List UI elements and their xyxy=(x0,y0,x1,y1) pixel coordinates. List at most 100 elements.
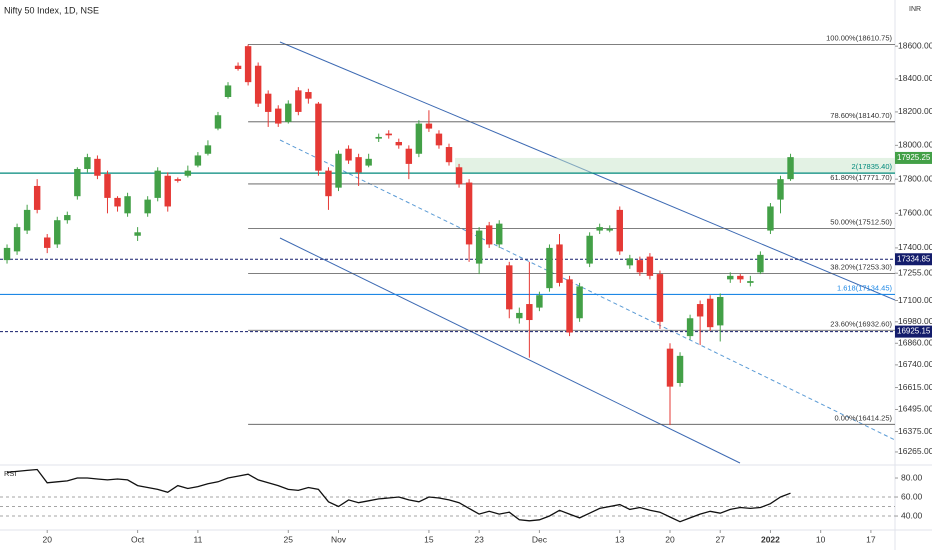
candle-body xyxy=(264,93,272,112)
candle-body xyxy=(706,298,714,328)
candle-body xyxy=(3,247,11,261)
candle-body xyxy=(717,296,724,326)
candle-body xyxy=(84,157,91,169)
x-tick-label: Nov xyxy=(331,534,347,544)
x-tick-label: Dec xyxy=(532,534,548,544)
candle-body xyxy=(516,312,523,319)
candle-body xyxy=(315,103,322,171)
x-tick-label: Oct xyxy=(131,534,145,544)
candle-body xyxy=(295,90,302,112)
candle-body xyxy=(747,281,754,283)
candle-body xyxy=(727,275,734,280)
candle-body xyxy=(134,232,141,236)
x-tick-label: 15 xyxy=(424,534,434,544)
candle-body xyxy=(475,230,483,264)
candle-body xyxy=(13,227,21,252)
candle-body xyxy=(546,247,553,289)
x-tick-label: 23 xyxy=(474,534,484,544)
fib-label: 0.00%(16414.25) xyxy=(834,413,892,422)
x-tick-label: 11 xyxy=(193,534,202,544)
currency: INR xyxy=(909,6,921,13)
candle-body xyxy=(445,147,453,163)
fib-label: 23.60%(16932.60) xyxy=(830,319,892,328)
rsi-tick-label: 80.00 xyxy=(901,472,923,482)
candle-body xyxy=(696,304,704,317)
candle-body xyxy=(777,179,784,200)
y-tick-label: 17100.00 xyxy=(898,295,932,305)
candle-body xyxy=(234,65,242,70)
y-tick-label: 16495.00 xyxy=(898,404,932,414)
candle-body xyxy=(496,223,503,245)
candle-body xyxy=(174,179,182,181)
y-tick-label: 18000.00 xyxy=(898,140,932,150)
y-tick-label: 18400.00 xyxy=(898,73,932,83)
candle-body xyxy=(787,157,794,180)
y-tick-label: 16860.00 xyxy=(898,338,932,348)
y-tick-label: 18200.00 xyxy=(898,106,932,116)
candle-body xyxy=(74,168,81,197)
candle-body xyxy=(526,304,533,321)
candle-body xyxy=(285,103,292,122)
fib-label: 100.00%(18610.75) xyxy=(826,33,892,42)
x-tick-label: 17 xyxy=(866,534,876,544)
candle-body xyxy=(124,196,131,214)
candle-body xyxy=(586,235,593,264)
chart-title: Nifty 50 Index, 1D, NSE xyxy=(4,5,99,15)
candle-body xyxy=(566,279,573,333)
candle-body xyxy=(224,85,232,98)
y-tick-label: 17800.00 xyxy=(898,173,932,183)
fib-label: 38.20%(17253.30) xyxy=(830,262,892,271)
fib-label: 50.00%(17512.50) xyxy=(830,217,892,226)
x-tick-label: 25 xyxy=(284,534,294,544)
channel-mid xyxy=(279,139,896,441)
candle-body xyxy=(415,123,423,154)
candle-body xyxy=(335,153,342,188)
candle-body xyxy=(506,265,513,310)
candle-body xyxy=(435,133,443,146)
candle-body xyxy=(144,199,151,214)
x-tick-label: 20 xyxy=(665,534,675,544)
y-tick-label: 16375.00 xyxy=(898,426,932,436)
candle-body xyxy=(194,155,202,166)
extension-label: 1.618(17134.45) xyxy=(837,283,893,292)
price-tag xyxy=(895,325,932,338)
candle-body xyxy=(54,220,61,245)
x-tick-label: 2022 xyxy=(761,534,780,544)
rsi-tick-label: 60.00 xyxy=(901,491,923,501)
y-tick-label: 16980.00 xyxy=(898,316,932,326)
price-tag xyxy=(895,253,932,266)
candle-body xyxy=(686,318,694,337)
candle-body xyxy=(375,136,382,139)
candle-body xyxy=(254,65,262,104)
price-tag-label: 16925.15 xyxy=(897,327,931,336)
candle-body xyxy=(33,185,41,210)
fib-label: 61.80%(17771.70) xyxy=(830,173,892,182)
candle-body xyxy=(345,148,352,161)
candle-body xyxy=(365,158,372,166)
candle-body xyxy=(325,170,332,197)
candle-body xyxy=(385,133,392,136)
candle-body xyxy=(485,225,493,245)
candle-body xyxy=(64,215,71,221)
candle-body xyxy=(23,209,31,231)
candle-body xyxy=(676,355,684,384)
rsi-tick-label: 40.00 xyxy=(901,510,923,520)
candle-body xyxy=(767,206,774,231)
candle-body xyxy=(536,295,543,308)
price-tag-label: 17925.25 xyxy=(897,153,931,162)
candle-body xyxy=(596,227,603,231)
candle-body xyxy=(204,145,212,154)
candle-body xyxy=(244,46,252,83)
extension-label: 2(17835.40) xyxy=(852,162,893,171)
candle-body xyxy=(395,141,402,146)
x-tick-label: 20 xyxy=(42,534,52,544)
candle-body xyxy=(737,275,744,280)
rsi-line xyxy=(6,468,791,523)
candle-body xyxy=(646,256,654,276)
y-tick-label: 16740.00 xyxy=(898,359,932,369)
candle-body xyxy=(405,148,413,164)
x-tick-label: 13 xyxy=(615,534,625,544)
y-tick-label: 17255.00 xyxy=(898,267,932,277)
